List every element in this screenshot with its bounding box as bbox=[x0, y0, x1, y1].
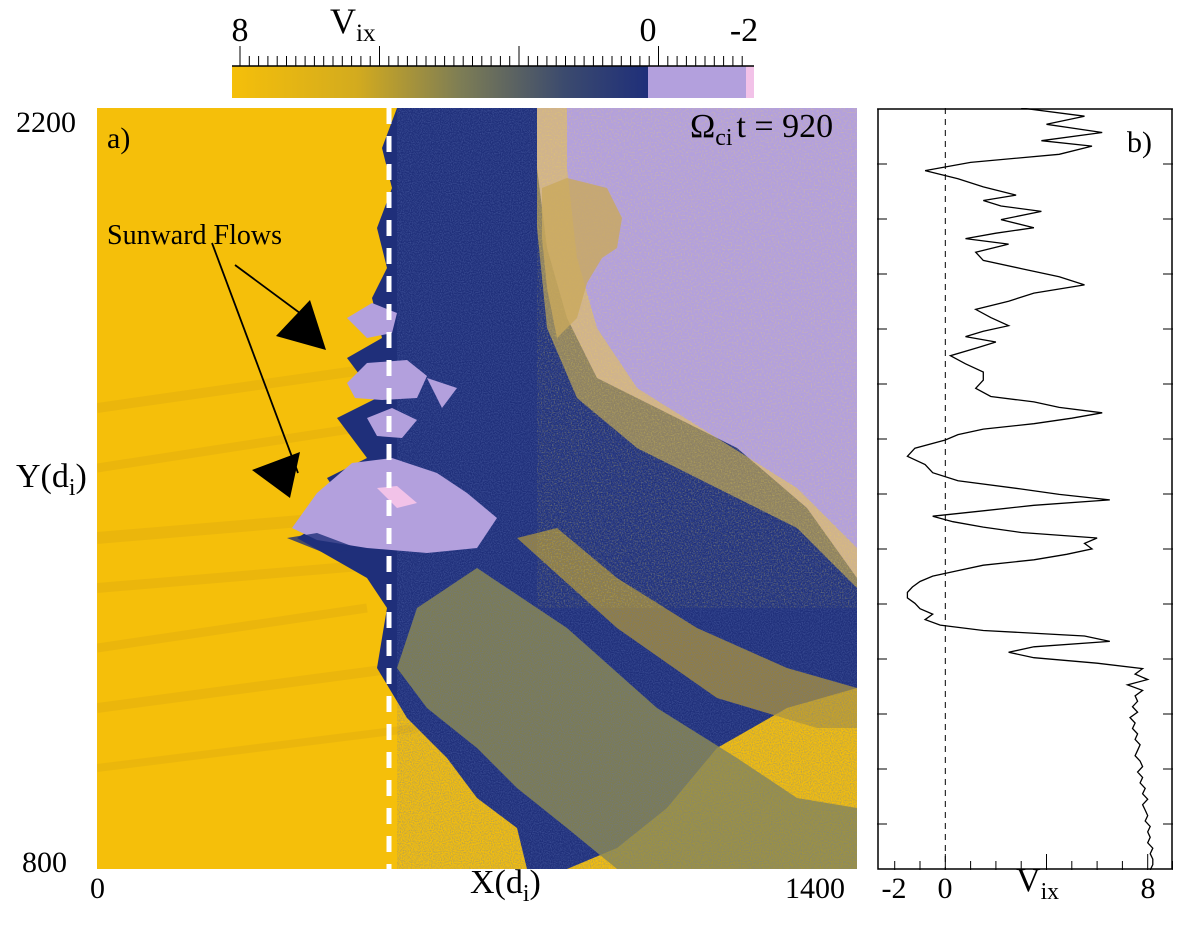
panel-a-heatmap bbox=[97, 108, 857, 869]
panel-b-tick-label: 8 bbox=[1140, 872, 1156, 905]
panel-b-line-plot bbox=[877, 108, 1173, 870]
y-axis-label: Y(di) bbox=[16, 458, 87, 501]
colorbar-tick-label: -2 bbox=[729, 12, 759, 49]
panel-b-label: b) bbox=[1127, 126, 1152, 159]
colorbar-title: Vix bbox=[330, 1, 376, 48]
panel-b-x-axis-label: Vix bbox=[1016, 862, 1060, 905]
y-axis-min-label: 800 bbox=[22, 846, 67, 879]
time-label: Ωci t = 920 bbox=[690, 108, 834, 151]
x-axis-min-label: 0 bbox=[90, 872, 105, 905]
colorbar-end-band bbox=[746, 66, 754, 98]
panel-a-label: a) bbox=[107, 122, 131, 155]
arrowhead-icon bbox=[276, 300, 326, 350]
y-axis-max-label: 2200 bbox=[16, 106, 76, 139]
fish-tongue-feature bbox=[542, 178, 622, 338]
sunward-flows-annotation: Sunward Flows bbox=[107, 220, 283, 251]
colorbar bbox=[232, 46, 754, 98]
colorbar-positive-band bbox=[232, 66, 648, 98]
panel-b-tick-label: -2 bbox=[881, 872, 907, 905]
arrowhead-icon bbox=[252, 452, 300, 498]
high-speed-patch bbox=[377, 486, 417, 508]
x-axis-label: X(di) bbox=[470, 864, 541, 907]
colorbar-negative-band bbox=[648, 66, 746, 98]
colorbar-tick-label: 8 bbox=[231, 12, 249, 49]
arrow-shaft bbox=[211, 242, 299, 474]
panel-b-tick-label: 0 bbox=[937, 872, 953, 905]
colorbar-tick-label: 0 bbox=[639, 12, 657, 49]
x-axis-max-label: 1400 bbox=[785, 872, 845, 905]
vix-profile-line bbox=[906, 108, 1154, 870]
